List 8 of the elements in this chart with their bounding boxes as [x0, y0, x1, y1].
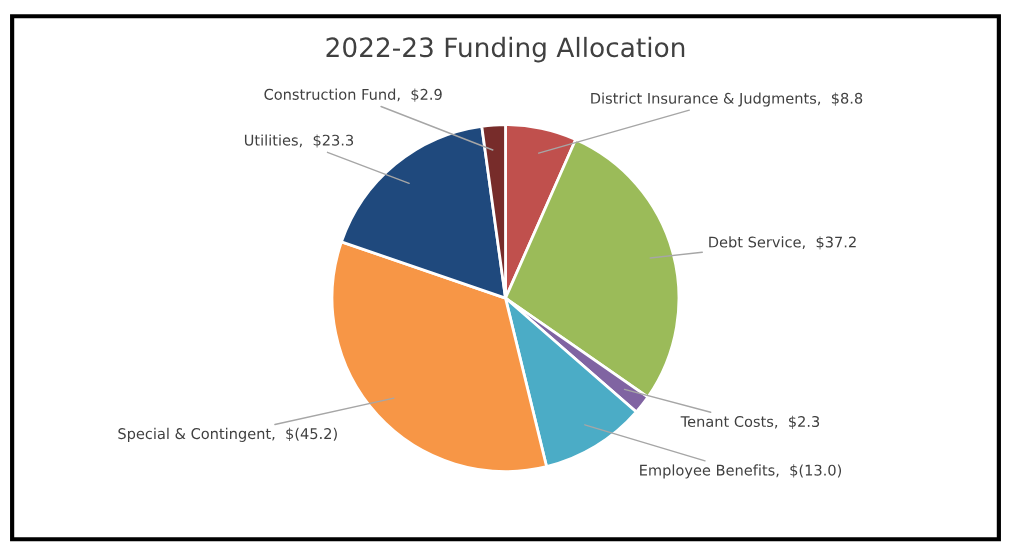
slice-label: Special & Contingent, $(45.2)	[118, 427, 337, 442]
slice-label: Construction Fund, $2.9	[264, 88, 442, 102]
slice-label: Debt Service, $37.2	[709, 236, 856, 250]
slice-label: Utilities, $23.3	[244, 134, 354, 148]
slice-label: Tenant Costs, $2.3	[680, 415, 820, 429]
slice-label: Employee Benefits, $(13.0)	[640, 464, 842, 479]
chart-title: 2022-23 Funding Allocation	[326, 36, 685, 63]
slice-label: District Insurance & Judgments, $8.8	[591, 92, 863, 107]
